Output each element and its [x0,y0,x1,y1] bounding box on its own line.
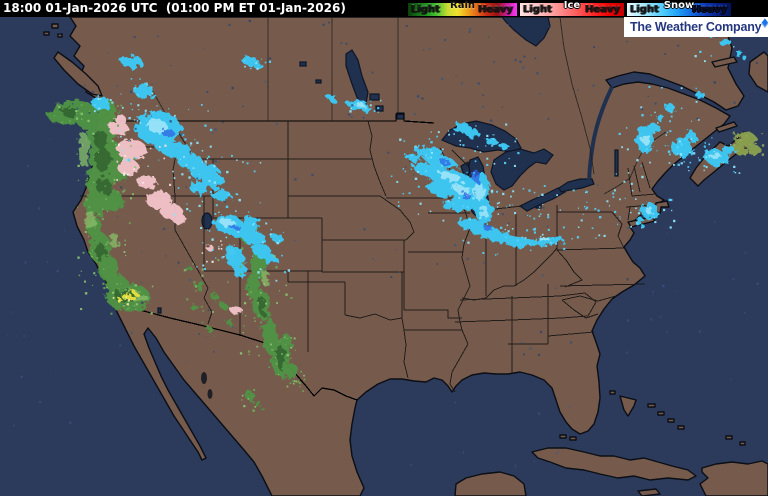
radar-snow-deep [162,129,493,231]
timestamp-local: (01:00 PM ET 01-Jan-2026) [161,1,346,15]
header-bar: 18:00 01-Jan-2026 UTC (01:00 PM ET 01-Ja… [0,0,768,17]
lake-winnipeg [345,49,369,105]
timestamp-utc: 18:00 01-Jan-2026 UTC [3,1,162,15]
legend-snow-heavy-label: Heavy [692,4,727,15]
legend: Rain Light Heavy Ice Light Heavy Snow Li… [408,0,734,17]
jamaica [637,488,661,496]
legend-rain-heavy-label: Heavy [478,4,513,15]
legend-ice-bar: Ice Light Heavy [520,1,624,16]
st-lawrence-river [587,86,614,182]
twc-logo-text: The Weather Company [630,20,762,34]
lake-huron [490,148,554,191]
legend-ice-heavy-label: Heavy [585,4,620,15]
anticosti-island [711,56,738,68]
lake-erie [518,187,567,212]
legend-ice-light-label: Light [523,4,552,15]
radar-ice-layer [108,115,242,314]
province-borders [151,16,667,195]
cuba [531,447,697,481]
newfoundland [748,51,768,93]
radar-rain-nova-scotia [734,132,761,155]
prince-edward-island [715,121,738,133]
vancouver-island [53,51,103,97]
gulf-islands [201,372,213,399]
legend-snow-bar: Snow Light Heavy [627,1,731,16]
twc-kite-icon [761,18,768,28]
hispaniola [699,460,768,496]
lake-ontario [558,178,595,193]
bahamas-island [609,390,616,395]
timestamp: 18:00 01-Jan-2026 UTC (01:00 PM ET 01-Ja… [3,0,346,17]
landmass [43,16,768,496]
salton-sea [157,307,162,314]
yucatan [454,471,527,496]
legend-rain-bar: Rain Light Heavy [408,1,517,16]
legend-snow-light-label: Light [630,4,659,15]
twc-logo[interactable]: The Weather Company [624,17,768,37]
bahamas-andros [619,395,637,417]
lake-champlain [614,149,619,177]
radar-snow-layer [91,32,744,278]
legend-rain-light-label: Light [411,4,440,15]
map-noise-speckles [7,19,765,468]
